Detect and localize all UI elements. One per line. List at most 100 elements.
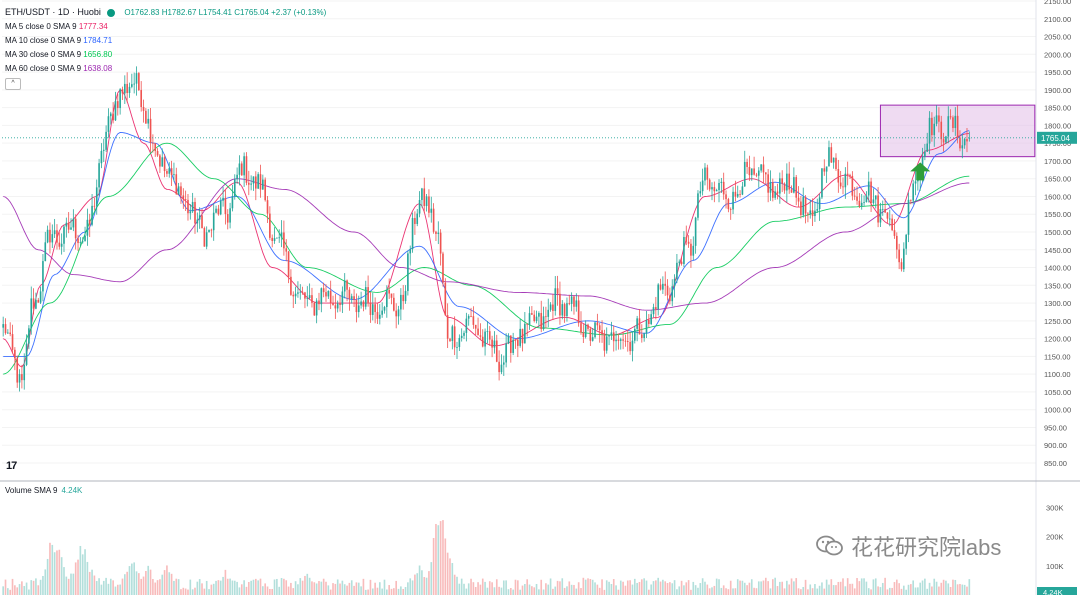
volume-bar bbox=[961, 584, 964, 595]
volume-bar bbox=[163, 570, 166, 595]
volume-bar bbox=[828, 584, 830, 595]
candle-body bbox=[128, 86, 131, 93]
volume-bar bbox=[591, 579, 594, 595]
tradingview-logo[interactable]: 17 bbox=[6, 460, 17, 472]
volume-bar bbox=[332, 583, 334, 595]
candle-body bbox=[940, 121, 943, 140]
candle-body bbox=[2, 324, 4, 328]
volume-bar bbox=[336, 579, 339, 595]
volume-bar bbox=[102, 580, 105, 595]
candle-body bbox=[619, 339, 622, 341]
candle-body bbox=[18, 374, 21, 383]
candle-body bbox=[746, 161, 748, 168]
candle-body bbox=[170, 168, 173, 176]
candle-body bbox=[257, 174, 259, 189]
volume-bar bbox=[921, 580, 924, 595]
candle-body bbox=[67, 222, 70, 230]
volume-bar bbox=[42, 575, 44, 595]
candle-body bbox=[364, 287, 367, 307]
volume-bar bbox=[201, 583, 203, 595]
volume-bar bbox=[725, 588, 727, 595]
candle-body bbox=[472, 316, 475, 325]
volume-bar bbox=[156, 580, 159, 595]
candle-body bbox=[70, 227, 72, 230]
indicator-ma60[interactable]: MA 60 close 0 SMA 9 1638.08 bbox=[5, 62, 326, 76]
volume-bar bbox=[376, 587, 379, 595]
volume-legend[interactable]: Volume SMA 9 4.24K bbox=[5, 486, 82, 495]
candle-body bbox=[842, 186, 844, 188]
indicator-ma5[interactable]: MA 5 close 0 SMA 9 1777.34 bbox=[5, 20, 326, 34]
candle-body bbox=[781, 178, 783, 184]
volume-bar bbox=[56, 550, 58, 595]
volume-bar bbox=[720, 587, 723, 595]
indicator-ma30[interactable]: MA 30 close 0 SMA 9 1656.80 bbox=[5, 48, 326, 62]
candle-body bbox=[884, 208, 886, 213]
candle-body bbox=[594, 322, 596, 338]
volume-bar bbox=[594, 582, 596, 595]
volume-bar bbox=[884, 577, 886, 595]
symbol-title[interactable]: ETH/USDT · 1D · Huobi bbox=[5, 7, 101, 17]
volume-tick-label: 100K bbox=[1046, 562, 1064, 571]
candle-body bbox=[49, 229, 51, 243]
candle-body bbox=[652, 307, 655, 315]
candle-body bbox=[208, 229, 210, 233]
candle-body bbox=[56, 230, 58, 243]
candle-body bbox=[853, 195, 856, 197]
candle-body bbox=[11, 334, 14, 350]
candle-body bbox=[956, 115, 959, 138]
collapse-legend-button[interactable]: ^ bbox=[5, 78, 21, 90]
volume-bar bbox=[114, 586, 117, 595]
volume-bar bbox=[514, 579, 517, 595]
candle-body bbox=[308, 295, 311, 298]
volume-bar bbox=[566, 586, 568, 595]
volume-bar bbox=[673, 580, 676, 595]
volume-bar bbox=[888, 587, 891, 595]
volume-bar bbox=[605, 580, 608, 595]
volume-bar bbox=[542, 589, 545, 595]
candle-body bbox=[671, 286, 674, 302]
volume-bar bbox=[549, 578, 552, 595]
volume-bar bbox=[187, 589, 189, 595]
volume-bar bbox=[88, 571, 91, 595]
volume-bar bbox=[790, 578, 793, 595]
candle-body bbox=[638, 318, 641, 335]
volume-bar bbox=[947, 583, 950, 595]
candle-body bbox=[393, 297, 395, 311]
candle-body bbox=[837, 169, 840, 183]
candle-body bbox=[451, 326, 454, 341]
candle-body bbox=[42, 261, 44, 292]
volume-bar bbox=[753, 587, 755, 595]
volume-bar bbox=[276, 578, 278, 595]
volume-bar bbox=[839, 581, 842, 595]
candle-body bbox=[750, 168, 753, 176]
volume-bar bbox=[245, 586, 248, 595]
volume-bar bbox=[940, 582, 943, 595]
candle-body bbox=[500, 364, 503, 373]
candle-body bbox=[924, 151, 926, 157]
volume-bar bbox=[109, 578, 112, 595]
candle-body bbox=[88, 219, 91, 225]
volume-bar bbox=[215, 580, 217, 595]
candle-body bbox=[350, 296, 353, 299]
candle-body bbox=[4, 324, 7, 334]
volume-bar bbox=[484, 581, 486, 595]
candle-body bbox=[432, 208, 435, 232]
candle-body bbox=[725, 194, 727, 200]
volume-bar bbox=[739, 580, 741, 595]
symbol-row[interactable]: ETH/USDT · 1D · Huobi O1762.83 H1782.67 … bbox=[5, 5, 326, 20]
candle-body bbox=[131, 84, 133, 87]
candle-body bbox=[748, 167, 751, 176]
volume-bar bbox=[390, 588, 393, 595]
candle-body bbox=[247, 182, 250, 185]
volume-bar bbox=[131, 563, 133, 595]
candle-body bbox=[802, 197, 805, 216]
volume-bar bbox=[500, 587, 503, 595]
indicator-ma10[interactable]: MA 10 close 0 SMA 9 1784.71 bbox=[5, 34, 326, 48]
candle-body bbox=[881, 208, 884, 210]
ohlc-values: O1762.83 H1782.67 L1754.41 C1765.04 +2.3… bbox=[124, 8, 327, 17]
volume-bar bbox=[917, 587, 919, 595]
candle-body bbox=[233, 179, 236, 197]
